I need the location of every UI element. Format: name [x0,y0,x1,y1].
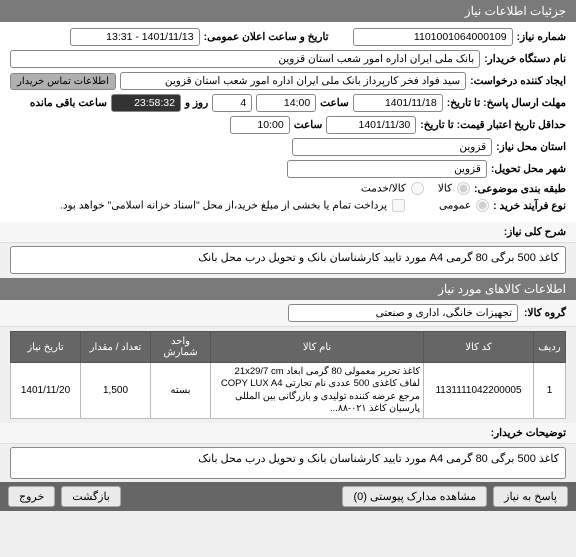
cell-date: 1401/11/20 [11,363,81,419]
buyer-label: نام دستگاه خریدار: [484,53,566,65]
th-idx: ردیف [534,332,566,363]
days-remain: 4 [212,94,252,112]
class-label: طبقه بندی موضوعی: [474,183,566,195]
req-no-field: 1101001064000109 [353,28,513,46]
check-pay[interactable]: پرداخت تمام یا بخشی از مبلغ خرید،از محل … [60,199,405,212]
back-button[interactable]: بازگشت [61,486,121,507]
valid-until-label: حداقل تاریخ اعتبار قیمت: تا تاریخ: [420,119,566,131]
radio-public[interactable]: عمومی [439,199,489,212]
day-label: روز و [185,97,208,109]
radio-kala[interactable]: کالا [438,182,470,195]
pay-note-label: پرداخت تمام یا بخشی از مبلغ خرید،از محل … [60,199,387,211]
deadline-label: مهلت ارسال پاسخ: تا تاریخ: [447,97,566,109]
time-label-1: ساعت [320,97,349,109]
summary-label: شرح کلی نیاز: [504,226,566,238]
attachments-button[interactable]: مشاهده مدارک پیوستی (0) [342,486,487,507]
countdown: 23:58:32 [111,94,181,112]
th-qty: تعداد / مقدار [81,332,151,363]
requester-field: سید فواد فخر کارپرداز بانک ملی ایران ادا… [120,72,466,90]
desc-box: کاغذ 500 برگی 80 گرمی A4 مورد تایید کارش… [10,447,566,479]
deadline-date: 1401/11/18 [353,94,443,112]
cell-unit: بسته [151,363,211,419]
valid-time: 10:00 [230,116,290,134]
radio-kala-label: کالا [438,182,452,194]
cell-name: کاغذ تحریر معمولی 80 گرمی ابعاد 21x29/7 … [211,363,424,419]
th-name: نام کالا [211,332,424,363]
exit-button[interactable]: خروج [8,486,55,507]
form-area: شماره نیاز: 1101001064000109 تاریخ و ساع… [0,22,576,222]
req-no-label: شماره نیاز: [517,31,566,43]
summary-box: کاغذ 500 برگی 80 گرمی A4 مورد تایید کارش… [10,246,566,274]
items-section-title: اطلاعات کالاهای مورد نیاز [0,278,576,300]
deadline-time: 14:00 [256,94,316,112]
desc-label: توضیحات خریدار: [491,427,566,439]
items-table: ردیف کد کالا نام کالا واحد شمارش تعداد /… [10,331,566,419]
contact-buyer-button[interactable]: اطلاعات تماس خریدار [10,73,116,90]
loc-deliver-field: قزوین [287,160,487,178]
table-row[interactable]: 1 1131111042200005 کاغذ تحریر معمولی 80 … [11,363,566,419]
loc-req-field: قزوین [292,138,492,156]
group-field: تجهیزات خانگی، اداری و صنعتی [288,304,518,322]
respond-button[interactable]: پاسخ به نیاز [493,486,568,507]
cell-idx: 1 [534,363,566,419]
panel-header: جزئیات اطلاعات نیاز [0,0,576,22]
cell-qty: 1,500 [81,363,151,419]
loc-req-label: استان محل نیاز: [496,141,566,153]
announce-field: 1401/11/13 - 13:31 [70,28,200,46]
radio-khadamat-label: کالا/خدمت [361,182,406,194]
requester-label: ایجاد کننده درخواست: [470,75,566,87]
group-label: گروه کالا: [524,307,566,319]
buyer-field: بانک ملی ایران اداره امور شعب استان قزوی… [10,50,480,68]
loc-deliver-label: شهر محل تحویل: [491,163,566,175]
th-unit: واحد شمارش [151,332,211,363]
remain-suffix: ساعت باقی مانده [30,97,107,109]
footer: پاسخ به نیاز مشاهده مدارک پیوستی (0) باز… [0,482,576,511]
th-code: کد کالا [424,332,534,363]
th-date: تاریخ نیاز [11,332,81,363]
radio-khadamat[interactable]: کالا/خدمت [361,182,424,195]
time-label-2: ساعت [294,119,323,131]
cell-code: 1131111042200005 [424,363,534,419]
announce-label: تاریخ و ساعت اعلان عمومی: [204,31,329,43]
valid-date: 1401/11/30 [326,116,416,134]
radio-public-label: عمومی [439,199,471,211]
process-label: نوع فرآیند خرید : [493,200,566,212]
